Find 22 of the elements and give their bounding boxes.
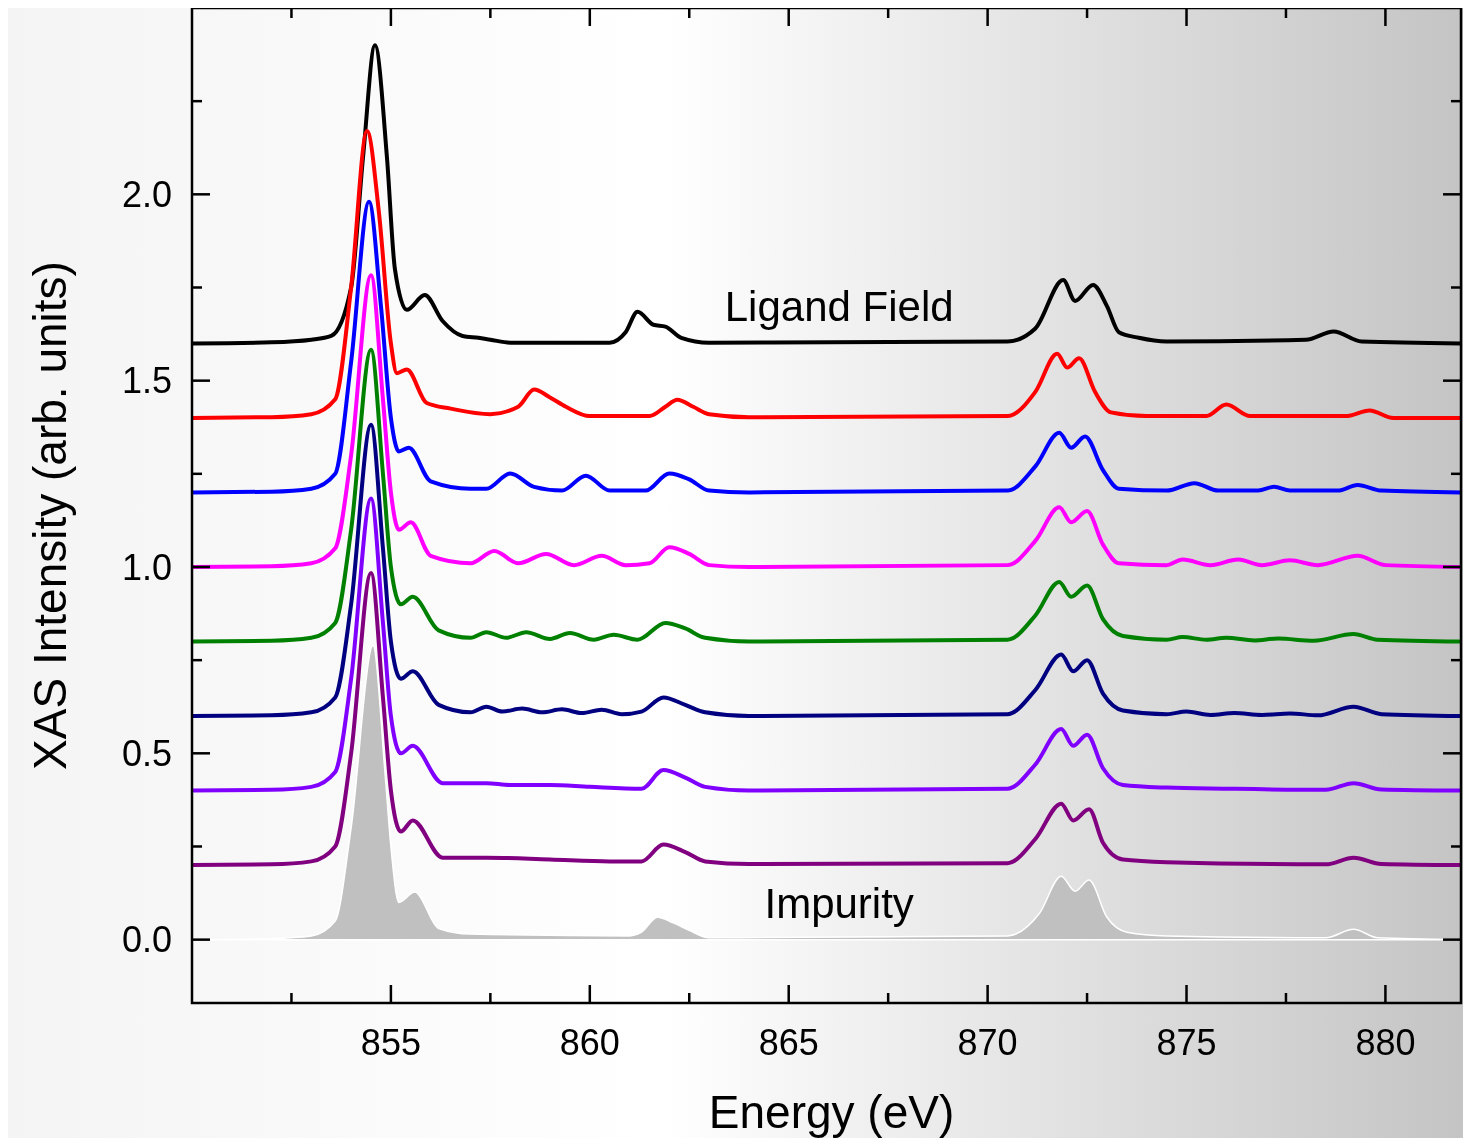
line-series bbox=[192, 199, 1461, 495]
annotation: Impurity bbox=[764, 879, 914, 927]
y-tick-label: 1.5 bbox=[121, 360, 172, 402]
x-tick-label: 880 bbox=[1355, 1022, 1416, 1063]
x-axis-title: Energy (eV) bbox=[708, 1086, 955, 1138]
y-tick-label: 0.5 bbox=[121, 732, 172, 774]
line-series bbox=[192, 570, 1461, 868]
line-series bbox=[192, 496, 1461, 793]
y-tick-label: 0.0 bbox=[121, 919, 172, 961]
x-tick-label: 870 bbox=[957, 1022, 1018, 1063]
annotation: Ligand Field bbox=[724, 283, 954, 331]
x-tick-label: 865 bbox=[758, 1022, 819, 1063]
line-series bbox=[192, 347, 1461, 644]
line-series bbox=[192, 422, 1461, 719]
x-tick-label: 855 bbox=[360, 1022, 421, 1063]
line-series bbox=[192, 273, 1461, 569]
y-tick-label: 1.0 bbox=[121, 546, 172, 588]
y-axis-title: XAS Intensity (arb. units) bbox=[24, 261, 76, 770]
x-tick-label: 875 bbox=[1156, 1022, 1217, 1063]
x-tick-label: 860 bbox=[559, 1022, 620, 1063]
y-tick-label: 2.0 bbox=[121, 173, 172, 215]
line-series bbox=[192, 128, 1461, 420]
